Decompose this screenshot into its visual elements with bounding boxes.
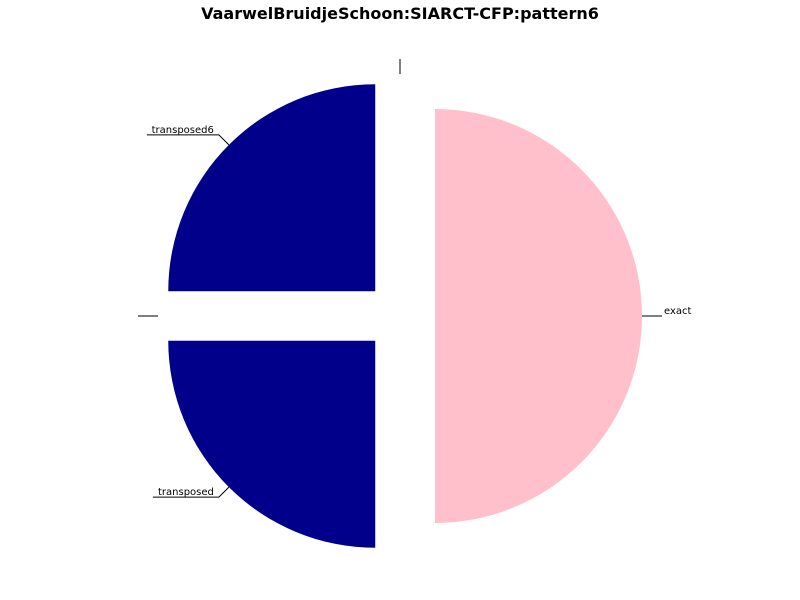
pie-slice-transposed: [168, 340, 376, 548]
pie-slice-transposed6: [168, 84, 376, 292]
slice-label-exact: exact: [664, 306, 692, 317]
pie-slice-exact: [435, 109, 642, 523]
slice-label-transposed6: transposed6: [152, 125, 214, 136]
pie-labels: exact transposed transposed6: [138, 59, 692, 498]
pie-slices: [168, 84, 642, 548]
leader-line-transposed: [152, 486, 230, 498]
slice-label-transposed: transposed: [158, 487, 214, 498]
chart-title: VaarwelBruidjeSchoon:SIARCT-CFP:pattern6: [201, 4, 599, 23]
leader-line-transposed6: [146, 134, 230, 146]
